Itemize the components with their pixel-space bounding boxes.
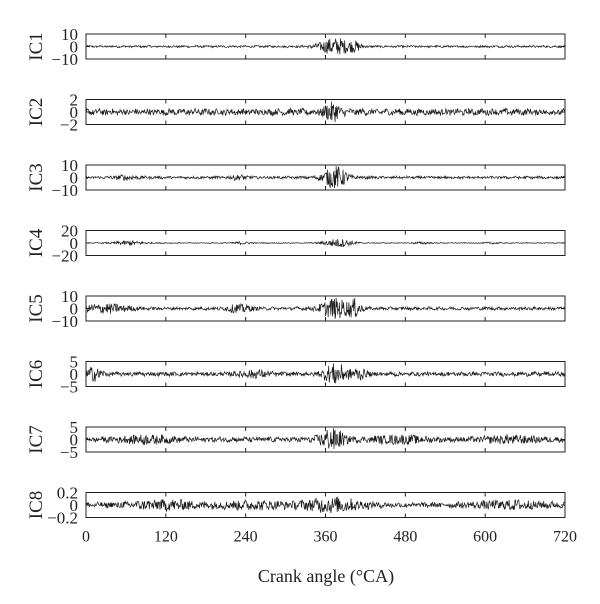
y-tick-label: 0 — [70, 431, 79, 450]
signal-ic1 — [85, 38, 566, 55]
x-tick-label: 240 — [234, 529, 258, 546]
y-axis-label: IC1 — [26, 32, 47, 61]
y-tick-label: 10 — [61, 156, 78, 175]
y-tick-label: 0 — [70, 169, 79, 188]
signal-ic7 — [85, 428, 566, 449]
y-tick-label: −20 — [51, 247, 78, 266]
y-axis-label: IC4 — [26, 228, 47, 257]
panel-ic6: 50−5 IC6 — [26, 353, 566, 397]
x-axis-label: Crank angle (°CA) — [258, 566, 394, 587]
panel-ic7: 50−5 IC7 — [26, 418, 566, 462]
y-axis-label: IC5 — [26, 294, 47, 323]
x-tick-label: 480 — [393, 529, 417, 546]
panel-ic2: 20−2 IC2 — [26, 91, 566, 135]
x-tick-label: 720 — [553, 529, 577, 546]
y-tick-label: 0 — [70, 365, 79, 384]
y-tick-label: 10 — [61, 25, 78, 44]
signal-ic8 — [85, 496, 566, 514]
signal-ic6 — [85, 363, 566, 384]
x-tick-label: 600 — [473, 529, 497, 546]
y-axis-label: IC6 — [26, 360, 47, 389]
y-tick-label: 0 — [70, 300, 79, 319]
signal-ic4 — [85, 238, 566, 248]
y-tick-label: 2 — [70, 91, 79, 110]
y-tick-label: −5 — [60, 378, 78, 397]
y-tick-label: −0.2 — [47, 509, 78, 528]
y-tick-label: −2 — [60, 116, 78, 135]
y-tick-label: −10 — [51, 181, 78, 200]
signal-ic3 — [85, 166, 566, 189]
y-tick-label: 5 — [70, 353, 79, 372]
y-tick-label: 0 — [70, 103, 79, 122]
x-tick-label: 120 — [154, 529, 178, 546]
y-tick-label: 10 — [61, 287, 78, 306]
y-axis-label: IC8 — [26, 491, 47, 520]
y-axis-label: IC7 — [26, 425, 47, 454]
signal-ic2 — [85, 101, 566, 123]
y-axis-label: IC3 — [26, 163, 47, 192]
x-tick-label: 360 — [314, 529, 338, 546]
x-tick-label: 0 — [82, 529, 90, 546]
y-tick-label: 0.2 — [57, 484, 78, 503]
y-tick-label: −10 — [51, 312, 78, 331]
y-tick-label: −10 — [51, 50, 78, 69]
y-axis-label: IC2 — [26, 98, 47, 127]
y-tick-label: −5 — [60, 443, 78, 462]
y-tick-label: 20 — [61, 222, 78, 241]
y-tick-label: 0 — [70, 496, 79, 515]
signal-ic5 — [85, 297, 566, 319]
y-tick-label: 5 — [70, 418, 79, 437]
y-tick-label: 0 — [70, 38, 79, 57]
y-tick-label: 0 — [70, 234, 79, 253]
